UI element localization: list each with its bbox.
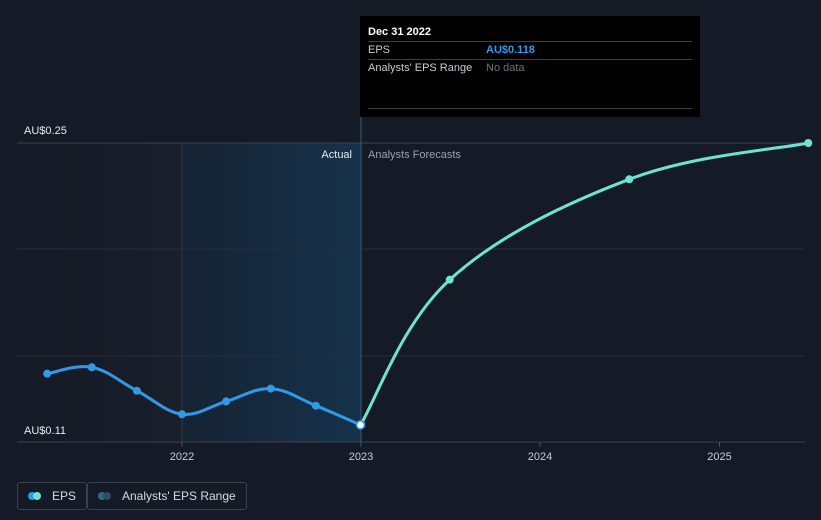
eps-actual-point[interactable] [355, 420, 366, 430]
tooltip: Dec 31 2022 EPS AU$0.118 Analysts' EPS R… [360, 16, 700, 117]
legend-eps-label: EPS [52, 489, 77, 503]
x-tick-label-2022: 2022 [170, 451, 194, 463]
actual-label: Actual [321, 149, 352, 161]
eps-forecast-line [359, 141, 810, 427]
eps-legend-icon [28, 492, 44, 500]
y-tick-label-top: AU$0.25 [24, 125, 67, 137]
past-year-band [182, 143, 361, 442]
tooltip-date: Dec 31 2022 [368, 24, 692, 42]
legend-range-label: Analysts' EPS Range [122, 489, 236, 503]
tooltip-range-value: No data [486, 62, 525, 74]
eps-actual-line [45, 365, 363, 427]
eps-forecast-point[interactable] [804, 139, 813, 147]
eps-actual-point[interactable] [311, 401, 320, 410]
tooltip-eps-value: AU$0.118 [486, 44, 535, 56]
eps-actual-point[interactable] [87, 363, 96, 372]
range-legend-icon [98, 492, 114, 500]
eps-actual-point[interactable] [266, 384, 275, 393]
x-tick-label-2023: 2023 [349, 451, 373, 463]
eps-actual-point[interactable] [222, 397, 231, 406]
tooltip-divider [368, 108, 692, 109]
eps-actual-point[interactable] [43, 369, 52, 378]
eps-forecast-point[interactable] [445, 275, 454, 284]
tooltip-eps-label: EPS [368, 44, 391, 56]
tooltip-range-row: Analysts' EPS Range No data [368, 60, 692, 77]
eps-actual-point[interactable] [132, 386, 141, 395]
y-tick-label-bottom: AU$0.11 [24, 425, 66, 437]
forecast-label: Analysts Forecasts [368, 149, 461, 161]
past-region-shade [17, 143, 182, 442]
legend-analysts-range[interactable]: Analysts' EPS Range [87, 482, 247, 510]
eps-chart: AU$0.25 AU$0.11 Actual Analysts Forecast… [17, 117, 813, 463]
x-tick-label-2024: 2024 [528, 451, 552, 463]
tooltip-range-label: Analysts' EPS Range [368, 62, 473, 74]
x-tick-label-2025: 2025 [707, 451, 731, 463]
tooltip-eps-row: EPS AU$0.118 [368, 42, 692, 60]
eps-actual-point[interactable] [178, 410, 186, 419]
legend-eps[interactable]: EPS [17, 482, 88, 510]
eps-forecast-point[interactable] [625, 175, 634, 184]
